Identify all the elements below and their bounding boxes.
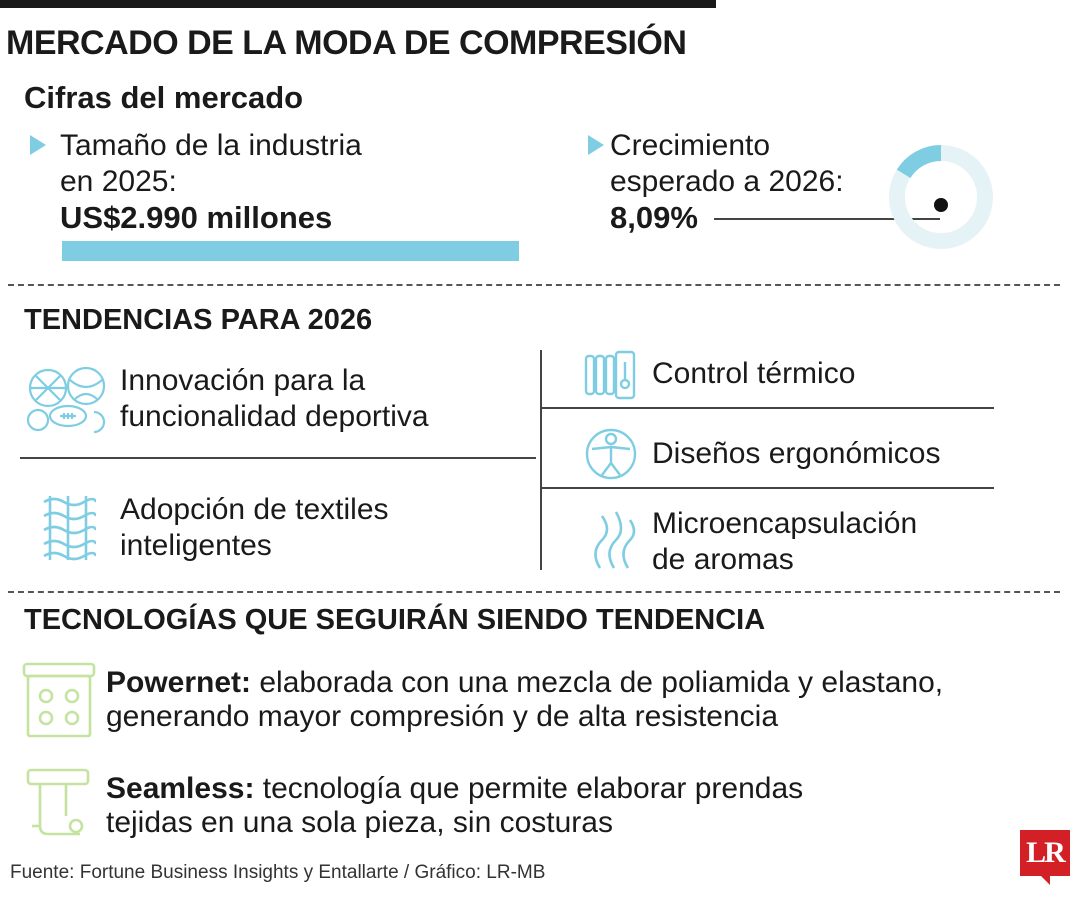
tech-heading: TECNOLOGÍAS QUE SEGUIRÁN SIENDO TENDENCI… xyxy=(24,604,766,636)
trend-textiles-line-1: Adopción de textiles xyxy=(120,493,389,526)
tech-item-seamless: Seamless: tecnología que permite elabora… xyxy=(106,772,803,840)
trends-vertical-divider xyxy=(540,350,542,570)
donut-center-dot xyxy=(934,198,948,212)
woven-textile-icon xyxy=(43,496,96,561)
top-rule xyxy=(0,0,716,8)
tech-seamless-name: Seamless: xyxy=(106,772,255,805)
industry-size-label-1: Tamaño de la industria xyxy=(60,129,362,162)
tech-powernet-line-2: generando mayor compresión y de alta res… xyxy=(106,700,779,733)
lr-logo-tail xyxy=(1040,875,1050,885)
trends-left-divider xyxy=(20,457,536,459)
page-title: MERCADO DE LA MODA DE COMPRESIÓN xyxy=(6,24,687,62)
industry-size-block: Tamaño de la industria en 2025: US$2.990… xyxy=(60,128,362,236)
thermostat-icon xyxy=(584,350,636,400)
industry-size-bar xyxy=(62,241,519,261)
trend-aroma-line-1: Microencapsulación xyxy=(652,507,918,540)
growth-label-2: esperado a 2026: xyxy=(610,165,844,198)
trends-right-divider-2 xyxy=(542,487,994,489)
trend-textiles-line-2: inteligentes xyxy=(120,529,272,562)
trends-right-divider-1 xyxy=(542,407,994,409)
growth-value: 8,09% xyxy=(610,200,698,235)
trend-item-aroma: Microencapsulación de aromas xyxy=(652,506,917,578)
lr-logo: LR xyxy=(1020,830,1070,876)
tech-powernet-name: Powernet: xyxy=(106,666,252,699)
industry-size-value: US$2.990 millones xyxy=(60,200,333,235)
sports-balls-icon xyxy=(26,366,106,434)
industry-size-label-2: en 2025: xyxy=(60,165,177,198)
tech-item-powernet: Powernet: elaborada con una mezcla de po… xyxy=(106,666,943,734)
section-divider xyxy=(8,591,1060,593)
ergonomic-body-icon xyxy=(585,428,637,480)
trend-sport-line-2: funcionalidad deportiva xyxy=(120,400,429,433)
trend-thermal: Control térmico xyxy=(652,357,856,390)
bullet-triangle-icon xyxy=(30,135,46,155)
tech-seamless-line-2: tejidas en una sola pieza, sin costuras xyxy=(106,806,613,839)
growth-leader-line xyxy=(714,218,940,220)
market-heading: Cifras del mercado xyxy=(24,80,304,115)
trend-item-textiles: Adopción de textiles inteligentes xyxy=(120,492,389,564)
growth-label-1: Crecimiento xyxy=(610,129,771,162)
trend-ergonomic: Diseños ergonómicos xyxy=(652,437,941,470)
growth-block: Crecimiento esperado a 2026: 8,09% xyxy=(610,128,844,236)
growth-donut xyxy=(889,145,993,249)
fabric-roll-icon xyxy=(22,662,96,738)
trend-sport-line-1: Innovación para la xyxy=(120,364,366,397)
trend-aroma-line-2: de aromas xyxy=(652,543,794,576)
aroma-waves-icon xyxy=(594,511,636,569)
knitting-machine-icon xyxy=(26,768,90,836)
bullet-triangle-icon xyxy=(588,135,604,155)
tech-powernet-line-1: elaborada con una mezcla de poliamida y … xyxy=(251,666,944,699)
section-divider xyxy=(8,284,1060,286)
source-footer: Fuente: Fortune Business Insights y Enta… xyxy=(10,862,546,883)
tech-seamless-line-1: tecnología que permite elaborar prendas xyxy=(254,772,804,805)
donut-growth-arc xyxy=(896,145,942,179)
trends-heading: TENDENCIAS PARA 2026 xyxy=(24,304,373,336)
trend-item-sport: Innovación para la funcionalidad deporti… xyxy=(120,363,429,435)
lr-logo-text: LR xyxy=(1026,836,1066,869)
